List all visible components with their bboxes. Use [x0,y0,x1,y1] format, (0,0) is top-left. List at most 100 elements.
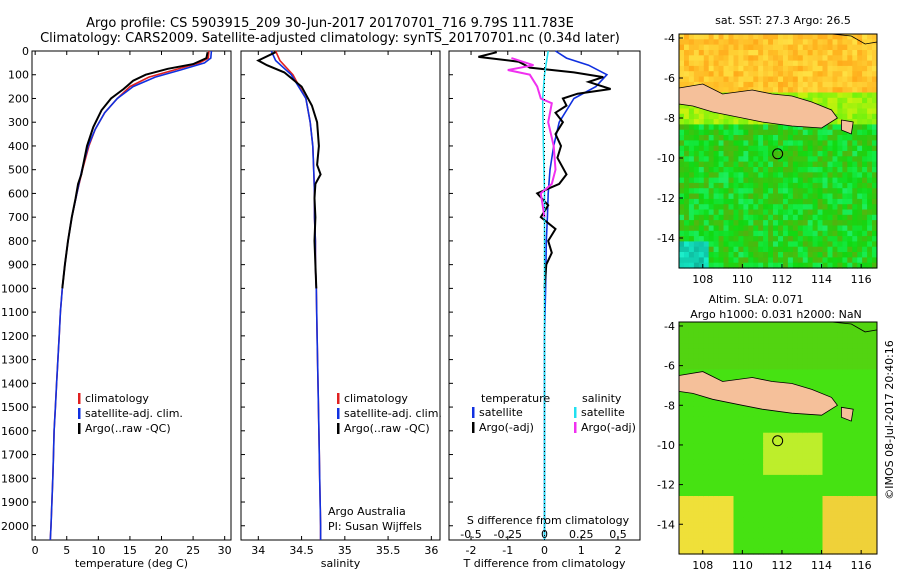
map-cell [842,490,848,497]
map-cell [783,246,789,253]
map-cell [797,448,804,455]
map-cell [743,262,749,269]
map-cell [837,427,843,434]
map-cell [708,464,715,471]
map-cell [688,469,695,476]
map-cell [872,140,878,147]
map-cell [797,145,804,152]
map-cell [698,490,705,497]
map-cell [763,214,769,221]
map-cell [802,220,809,226]
map-cell [708,60,715,67]
map-cell [842,220,848,226]
map-cell [842,246,848,253]
map-cell [783,448,789,455]
map-cell [857,464,863,471]
map-cell [812,327,819,334]
map-cell [703,348,710,355]
map-cell [698,438,705,444]
map-cell [802,193,809,200]
map-cell [862,119,868,125]
map-cell [688,172,695,179]
map-cell [852,246,858,253]
map-cell [872,225,878,232]
map-cell [847,385,853,392]
map-cell [713,246,720,253]
map-cell [698,119,705,125]
map-cell [753,129,759,136]
map-cell [867,225,873,232]
map-cell [842,204,848,211]
map-cell [698,177,705,184]
map-cell [753,469,759,476]
map-cell [867,427,873,434]
map-cell [703,522,710,529]
map-cell [718,172,725,179]
map-cell [679,453,685,460]
map-cell [733,369,739,376]
map-cell [827,44,833,51]
map-cell [787,151,794,157]
map-cell [827,71,833,78]
map-cell [872,145,878,152]
map-cell [872,97,878,104]
map-cell [837,538,843,545]
map-cell [792,522,799,529]
map-cell [748,220,754,226]
map-cell [693,453,700,460]
map-cell [832,464,838,471]
map-cell [832,353,838,360]
map-cell [773,214,779,221]
map-cell [837,262,843,269]
map-cell [773,140,779,147]
map-cell [857,87,863,94]
map-cell [837,332,843,339]
map-cell [679,432,685,439]
map-cell [867,230,873,237]
map-cell [738,369,744,376]
map-cell [867,390,873,397]
map-cell [733,230,739,237]
map-cell [822,129,828,136]
map-cell [768,129,774,136]
map-cell [733,543,739,550]
map-cell [842,71,848,78]
map-cell [822,177,828,184]
map-cell [758,204,764,211]
map-cell [847,432,853,439]
map-cell [812,214,819,221]
map-cell [748,44,754,51]
map-cell [872,156,878,163]
map-cell [698,113,705,120]
map-cell [872,161,878,168]
map-cell [872,252,878,258]
x-tick-label: -1 [502,544,513,557]
map-cell [698,50,705,56]
map-cell [802,327,809,334]
x-tick-label: 0 [32,544,39,557]
map-cell [832,443,838,450]
map-cell [718,60,725,67]
map-cell [723,480,729,487]
map-cell [787,511,794,518]
map-cell [867,39,873,46]
map-cell [847,422,853,429]
map-cell [718,353,725,360]
map-cell [857,348,863,355]
map-cell [817,97,824,104]
map-cell [792,469,799,476]
map-cell [718,39,725,46]
map-cell [802,511,809,518]
map-cell [837,548,843,555]
map-cell [728,406,734,413]
map-cell [837,198,843,205]
map-cell [807,151,814,157]
map-cell [842,76,848,83]
map-cell [738,182,744,189]
map-cell [693,443,700,450]
map-cell [812,422,819,429]
map-cell [783,129,789,136]
map-cell [822,92,828,99]
map-cell [857,322,863,328]
map-cell [728,65,734,72]
